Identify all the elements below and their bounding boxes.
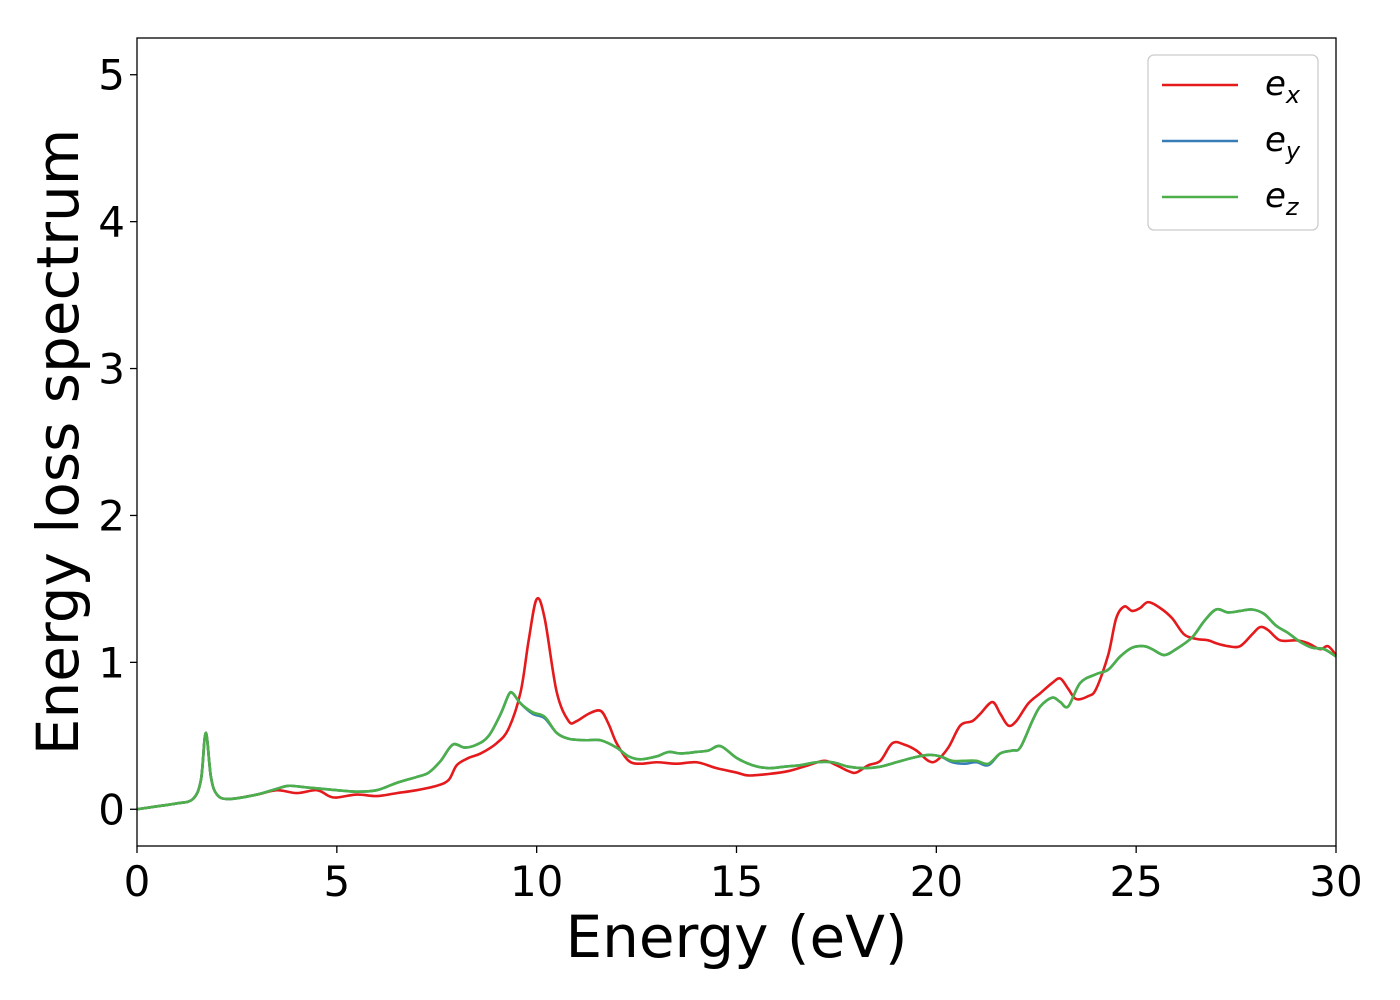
series-layer (136, 597, 1338, 811)
legend-label-base: e (1265, 120, 1286, 160)
y-tick-label: 4 (98, 198, 125, 247)
y-axis-ticks: 0 1 2 3 4 5 (98, 51, 137, 834)
series-line-e-z (136, 607, 1337, 811)
x-tick-label: 5 (323, 857, 350, 906)
legend-label-e-x: ex (1265, 64, 1301, 109)
legend-label-subscript: x (1285, 81, 1301, 109)
x-tick-label: 15 (710, 857, 763, 906)
x-tick-label: 10 (510, 857, 563, 906)
x-tick-label: 20 (910, 857, 963, 906)
y-tick-label: 3 (98, 345, 125, 394)
x-axis-label: Energy (eV) (565, 903, 907, 971)
x-tick-label: 25 (1109, 857, 1162, 906)
x-tick-label: 0 (124, 857, 151, 906)
y-tick-label: 0 (98, 785, 125, 834)
legend-label-base: e (1265, 176, 1286, 216)
legend-label-e-z: ez (1265, 176, 1300, 221)
legend-box (1147, 54, 1319, 231)
legend-label-e-y: ey (1265, 120, 1301, 165)
y-axis-label: Energy loss spectrum (24, 129, 92, 755)
legend-label-subscript: z (1285, 193, 1300, 221)
legend-label-base: e (1265, 64, 1286, 104)
x-axis-ticks: 0 5 10 15 20 25 30 (124, 846, 1363, 906)
x-tick-label: 30 (1309, 857, 1362, 906)
y-tick-label: 2 (98, 491, 125, 540)
y-tick-label: 5 (98, 51, 125, 100)
legend-label-subscript: y (1285, 137, 1301, 165)
y-tick-label: 1 (98, 638, 125, 687)
